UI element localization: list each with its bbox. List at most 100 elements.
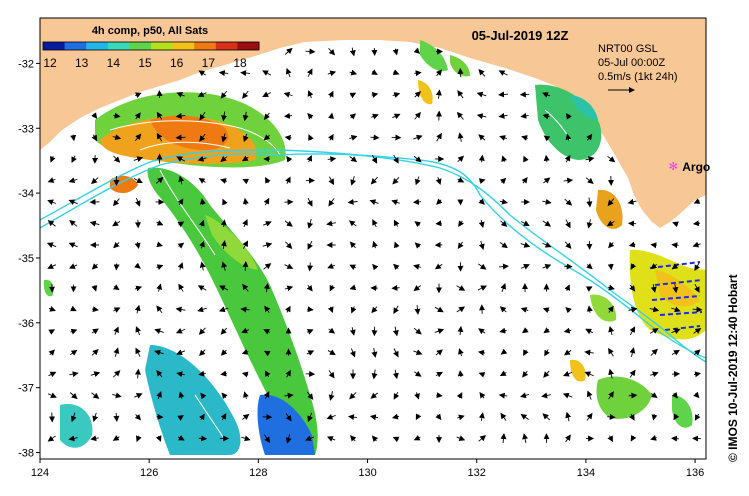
current-arrow	[285, 413, 292, 422]
current-arrow	[306, 329, 314, 335]
current-arrow	[113, 155, 121, 163]
current-arrow	[521, 177, 528, 184]
current-arrow	[415, 413, 422, 421]
current-arrow	[671, 435, 680, 442]
current-arrow	[606, 220, 615, 227]
current-arrow	[243, 391, 249, 399]
colorbar-label: 13	[75, 56, 89, 70]
current-arrow	[263, 112, 270, 120]
current-arrow	[349, 348, 356, 358]
current-arrow	[177, 198, 184, 206]
current-arrow	[113, 413, 120, 422]
current-arrow	[199, 349, 206, 357]
current-arrow	[112, 198, 120, 207]
current-arrow	[220, 413, 227, 421]
current-arrow	[70, 412, 77, 423]
current-arrow	[134, 112, 141, 120]
current-arrow	[175, 134, 186, 141]
current-arrow	[436, 392, 443, 399]
current-arrow	[413, 349, 423, 356]
current-arrow	[197, 285, 207, 291]
current-arrow	[414, 176, 421, 186]
x-tick-label: 136	[686, 467, 704, 479]
current-arrow	[586, 197, 593, 208]
current-arrow	[156, 132, 163, 142]
current-arrow	[629, 347, 636, 357]
current-arrow	[393, 391, 400, 400]
y-axis: -32 -33 -34 -35 -36 -37 -38	[18, 58, 40, 460]
current-arrow	[413, 327, 422, 335]
current-arrow	[68, 199, 78, 206]
current-arrow	[478, 263, 487, 270]
current-arrow	[372, 219, 378, 228]
current-arrow	[263, 329, 271, 335]
current-arrow	[219, 285, 229, 291]
current-arrow	[178, 391, 185, 399]
current-arrow	[197, 91, 207, 97]
current-arrow	[414, 91, 422, 98]
current-arrow	[520, 112, 529, 119]
current-arrow	[156, 370, 163, 378]
current-arrow	[585, 328, 594, 335]
current-arrow	[435, 89, 442, 99]
current-arrow	[241, 435, 251, 442]
current-arrow	[499, 242, 508, 249]
current-arrow	[478, 134, 486, 141]
current-arrow	[457, 90, 464, 99]
current-arrow	[478, 240, 485, 250]
current-arrow	[543, 154, 550, 163]
current-arrow	[564, 434, 571, 443]
current-arrow	[134, 304, 141, 314]
current-arrow	[608, 347, 614, 357]
current-arrow	[413, 285, 421, 292]
current-arrow	[48, 329, 56, 335]
current-arrow	[176, 371, 185, 378]
current-arrow	[586, 412, 593, 421]
current-arrow	[70, 349, 78, 356]
current-arrow	[177, 242, 185, 249]
current-arrow	[413, 263, 422, 270]
current-arrow	[456, 392, 463, 399]
current-arrow	[242, 261, 249, 272]
colorbar-segment	[172, 42, 195, 50]
current-arrow	[608, 241, 615, 249]
current-arrow	[350, 176, 357, 186]
colorbar-label: 17	[202, 56, 216, 70]
argo-label: Argo	[682, 160, 710, 174]
current-arrow	[414, 242, 422, 249]
current-arrow	[284, 392, 294, 399]
current-arrow	[371, 91, 379, 98]
y-tick-label: -36	[18, 318, 34, 330]
current-arrow	[457, 241, 464, 250]
current-arrow	[241, 348, 249, 355]
current-arrow	[285, 67, 292, 78]
current-arrow	[262, 242, 273, 249]
current-legend-line2: 05-Jul 00:00Z	[598, 57, 666, 69]
current-arrow	[328, 370, 335, 379]
current-arrow	[629, 369, 636, 378]
current-arrow	[199, 133, 206, 142]
current-arrow	[585, 177, 594, 184]
current-arrow	[220, 90, 228, 99]
current-arrow	[629, 326, 636, 336]
current-arrow	[372, 263, 379, 271]
current-arrow	[414, 370, 422, 377]
current-arrow	[91, 285, 98, 292]
current-arrow	[220, 349, 228, 356]
current-arrow	[542, 264, 552, 270]
colorbar-label: 14	[107, 56, 121, 70]
x-tick-label: 124	[31, 467, 49, 479]
current-arrow	[434, 263, 443, 270]
current-arrow	[435, 349, 443, 356]
current-arrow	[306, 391, 314, 400]
current-arrow	[286, 155, 293, 163]
y-tick-label: -34	[18, 188, 34, 200]
current-arrow	[349, 327, 356, 336]
current-arrow	[347, 198, 358, 205]
current-arrow	[327, 306, 334, 314]
current-arrow	[197, 306, 207, 313]
current-arrow	[242, 90, 249, 99]
current-arrow	[200, 392, 207, 400]
current-arrow	[221, 133, 228, 143]
current-arrow	[391, 199, 400, 206]
